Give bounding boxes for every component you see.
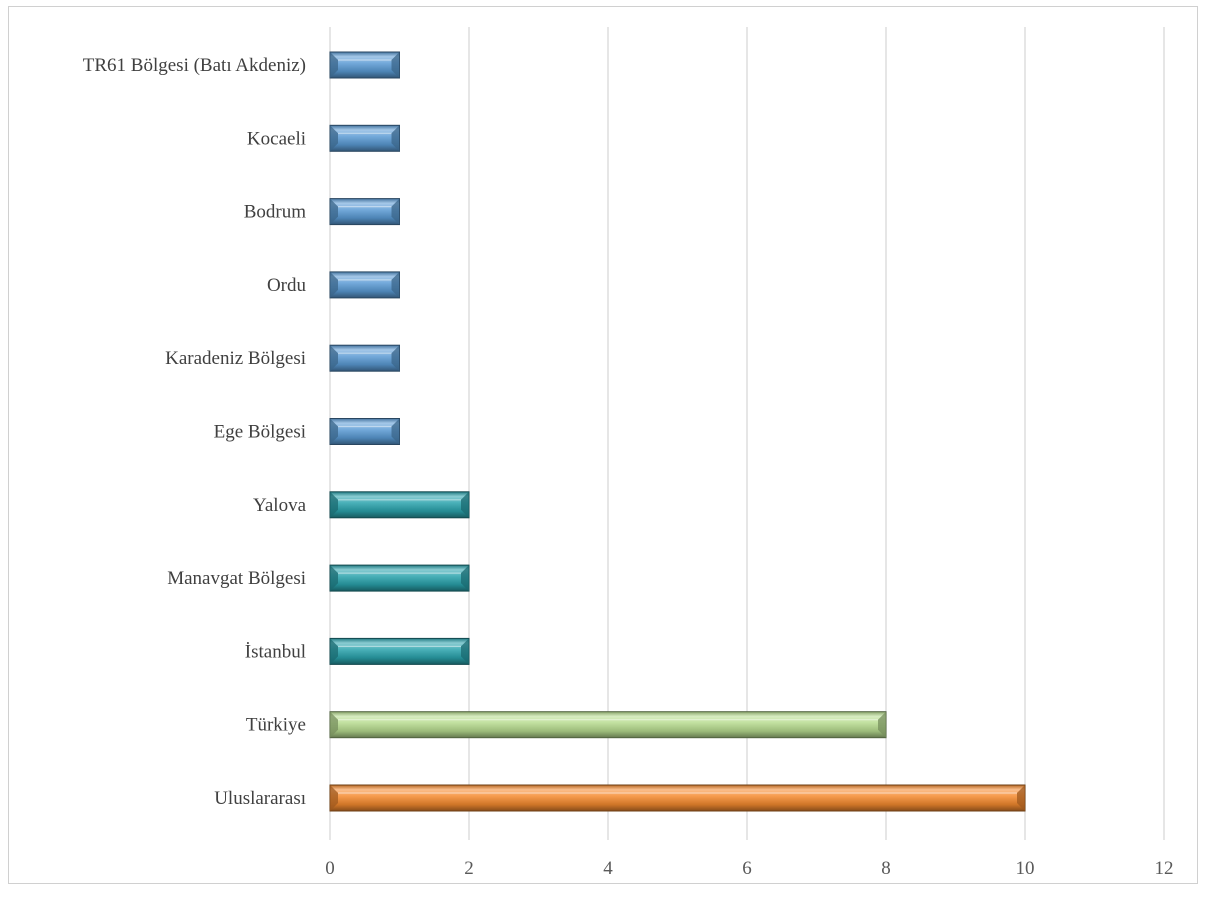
bar-7: [329, 491, 470, 519]
bar-chart: TR61 Bölgesi (Batı Akdeniz) Kocaeli Bodrum…: [83, 27, 1174, 879]
category-label-11: Uluslararası: [214, 788, 306, 809]
bar-11: [329, 784, 1026, 812]
category-label-2: Kocaeli: [247, 128, 306, 149]
bar-5: [329, 344, 400, 372]
category-label-8: Manavgat Bölgesi: [167, 568, 306, 589]
category-label-7: Yalova: [253, 495, 307, 516]
category-label-4: Ordu: [267, 275, 307, 296]
chart-frame: TR61 Bölgesi (Batı Akdeniz) Kocaeli Bodrum…: [8, 6, 1198, 884]
category-label-6: Ege Bölgesi: [214, 422, 306, 443]
category-label-9: İstanbul: [245, 641, 306, 662]
x-tick-label-4: 4: [603, 858, 613, 879]
category-label-5: Karadeniz Bölgesi: [165, 348, 306, 369]
category-label-3: Bodrum: [244, 202, 307, 223]
bar-4: [329, 271, 400, 299]
x-tick-label-8: 8: [881, 858, 891, 879]
bar-8: [329, 564, 470, 592]
x-axis-tick-labels: 0 2 4 6 8 10 12: [325, 858, 1173, 879]
bar-6: [329, 418, 400, 445]
bar-10: [329, 711, 887, 739]
x-tick-label-0: 0: [325, 858, 335, 879]
x-tick-label-6: 6: [742, 858, 752, 879]
category-label-1: TR61 Bölgesi (Batı Akdeniz): [83, 55, 306, 76]
bar-1: [329, 51, 400, 79]
x-tick-label-12: 12: [1155, 858, 1174, 879]
bar-2: [329, 124, 400, 152]
category-labels: TR61 Bölgesi (Batı Akdeniz) Kocaeli Bodrum…: [83, 55, 307, 809]
grid: [329, 27, 1165, 840]
x-tick-label-10: 10: [1016, 858, 1035, 879]
x-tick-label-2: 2: [464, 858, 474, 879]
category-label-10: Türkiye: [246, 715, 306, 736]
bar-3: [329, 198, 400, 226]
bar-9: [329, 637, 470, 665]
bars: [329, 51, 1026, 812]
